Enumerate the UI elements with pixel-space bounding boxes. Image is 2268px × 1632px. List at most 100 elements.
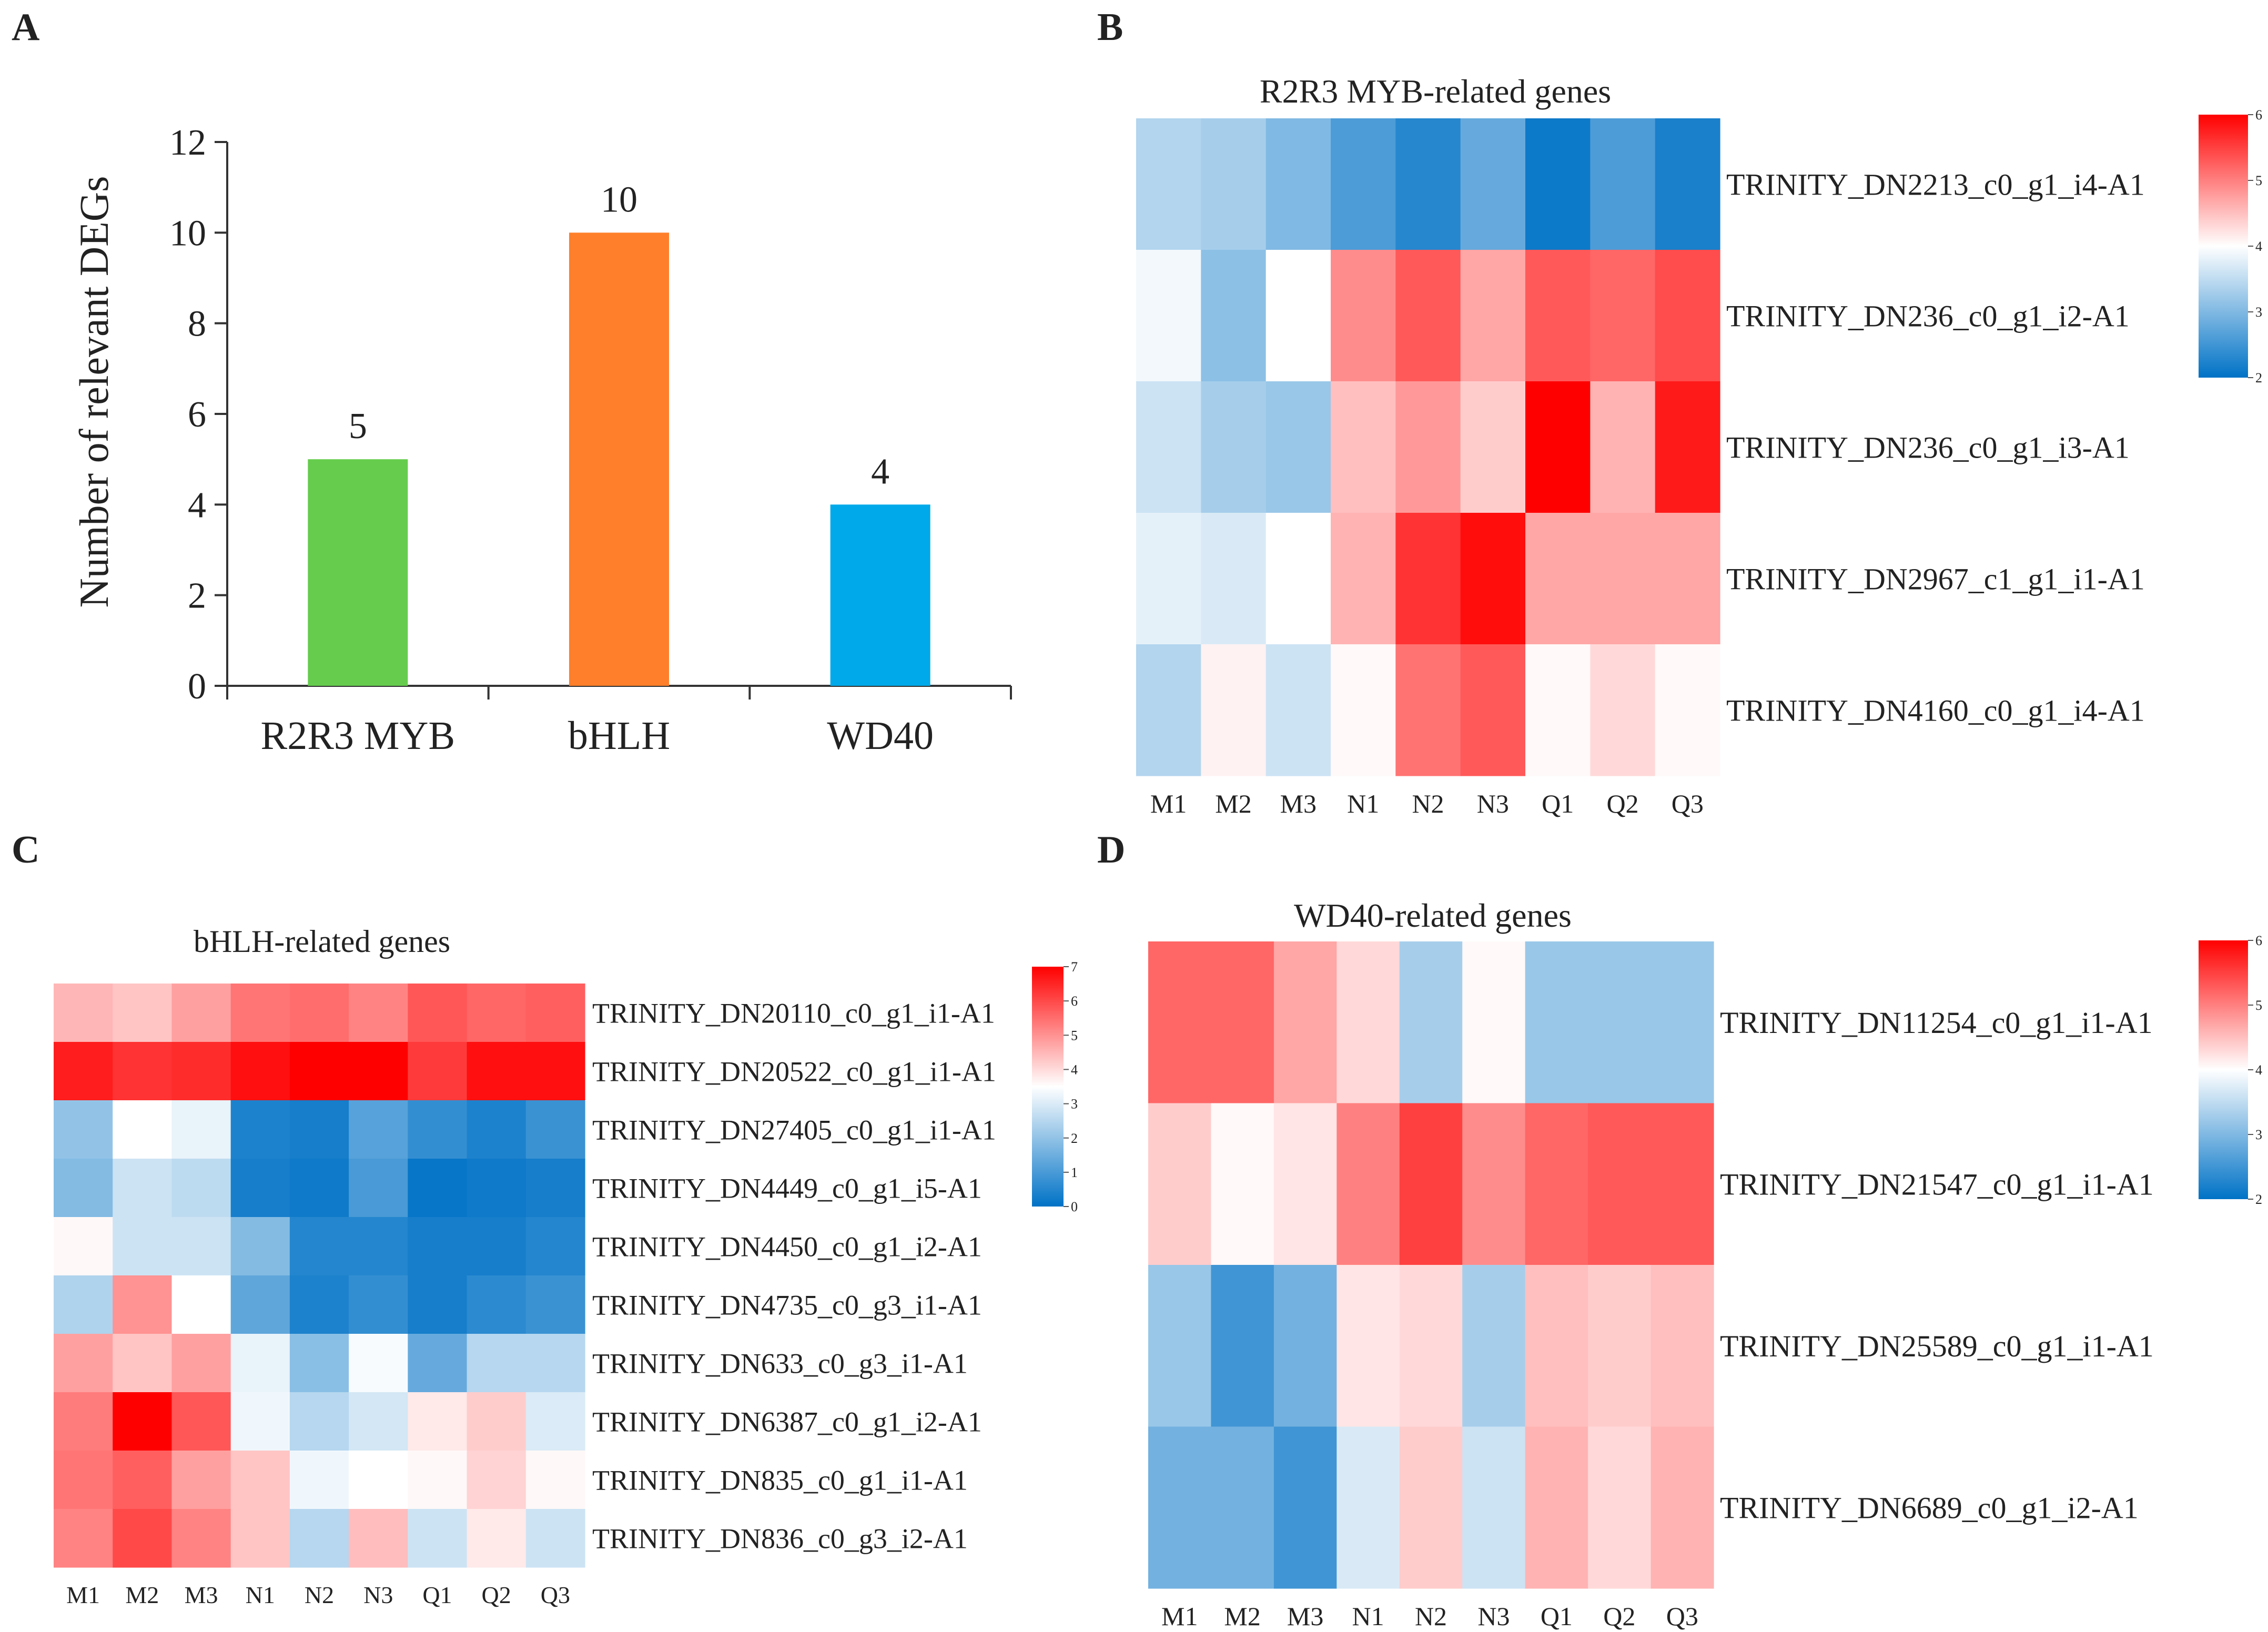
heatmap-cell xyxy=(1211,1265,1274,1427)
heatmap-cell xyxy=(1525,1103,1588,1265)
heatmap-cell xyxy=(230,984,290,1042)
row-label: TRINITY_DN236_c0_g1_i2-A1 xyxy=(1726,299,2130,333)
heatmap-cell xyxy=(1201,250,1267,382)
heatmap-cell xyxy=(1651,1426,1714,1589)
heatmap-cell xyxy=(171,1451,231,1509)
heatmap-cell xyxy=(467,1217,526,1276)
heatmap-cell xyxy=(1136,250,1201,382)
heatmap-cell xyxy=(1590,118,1656,250)
heatmap-cell xyxy=(349,1392,408,1451)
heatmap-cell xyxy=(289,1042,349,1101)
heatmap-cell xyxy=(1399,1426,1463,1589)
column-label: M3 xyxy=(1280,789,1317,818)
heatmap-cell xyxy=(54,984,113,1042)
heatmap-cell xyxy=(171,1100,231,1159)
heatmap-cell xyxy=(1525,644,1591,776)
heatmap-cells xyxy=(1136,118,1720,776)
heatmap-cell xyxy=(1590,513,1656,645)
heatmap-cell xyxy=(171,1334,231,1393)
heatmap-cell xyxy=(349,1100,408,1159)
row-labels: TRINITY_DN20110_c0_g1_i1-A1 TRINITY_DN205… xyxy=(592,997,996,1554)
heatmap-cell xyxy=(289,1275,349,1334)
heatmap-cell xyxy=(1336,1265,1400,1427)
heatmap-cell xyxy=(408,1392,468,1451)
heatmap-cell xyxy=(230,1100,290,1159)
heatmap-cell xyxy=(1148,941,1212,1104)
bar-value-label: 5 xyxy=(349,406,367,447)
heatmap-cell xyxy=(349,1509,408,1568)
column-label: Q2 xyxy=(1606,789,1638,818)
heatmap-cell xyxy=(1331,118,1396,250)
heatmap-cell xyxy=(1148,1426,1212,1589)
heatmap-cell xyxy=(1331,381,1396,513)
heatmap-cell xyxy=(230,1042,290,1101)
heatmap-cell xyxy=(467,984,526,1042)
y-tick-label: 10 xyxy=(169,213,206,254)
row-labels: TRINITY_DN2213_c0_g1_i4-A1 TRINITY_DN236_… xyxy=(1726,167,2145,727)
heatmap-cell xyxy=(1525,118,1591,250)
heatmap-cell xyxy=(408,1042,468,1101)
row-label: TRINITY_DN836_c0_g3_i2-A1 xyxy=(592,1523,968,1554)
heatmap-cell xyxy=(349,1042,408,1101)
heatmap-cell xyxy=(525,1042,585,1101)
panel-letter-d: D xyxy=(1097,828,1125,871)
scale-tick-label: 4 xyxy=(2255,1062,2262,1078)
heatmap-cell xyxy=(1211,1426,1274,1589)
row-label: TRINITY_DN20522_c0_g1_i1-A1 xyxy=(592,1056,996,1087)
panel-letter-b: B xyxy=(1097,6,1123,49)
heatmap-cell xyxy=(1395,381,1461,513)
heatmap-cell xyxy=(1460,644,1526,776)
bar xyxy=(830,504,930,686)
scale-tick-label: 4 xyxy=(1071,1062,1078,1078)
heatmap-cell xyxy=(1399,1265,1463,1427)
heatmap-cell xyxy=(467,1509,526,1568)
heatmap-cell xyxy=(1525,513,1591,645)
scale-tick-label: 2 xyxy=(1071,1131,1078,1146)
heatmap-cell xyxy=(525,984,585,1042)
heatmap-cell xyxy=(467,1334,526,1393)
column-label: N3 xyxy=(1477,1601,1510,1631)
heatmap-cell xyxy=(113,1217,173,1276)
heatmap-cell xyxy=(408,984,468,1042)
scale-tick-label: 3 xyxy=(2255,1127,2262,1142)
heatmap-cell xyxy=(1525,250,1591,382)
heatmap-cell xyxy=(467,1392,526,1451)
heatmap-cell xyxy=(113,1451,173,1509)
heatmap-cell xyxy=(230,1509,290,1568)
heatmap-cell xyxy=(1273,941,1337,1104)
column-label: Q3 xyxy=(1672,789,1704,818)
scale-tick-label: 2 xyxy=(2255,370,2262,386)
heatmap-cell xyxy=(525,1392,585,1451)
heatmap-cell xyxy=(408,1100,468,1159)
heatmap-cell xyxy=(1588,1265,1652,1427)
heatmap-cell xyxy=(289,1217,349,1276)
heatmap-cell xyxy=(349,984,408,1042)
heatmap-cell xyxy=(289,1159,349,1218)
panel-b-heatmap: R2R3 MYB-related genes TRINITY_DN2213_c0… xyxy=(1136,73,2262,818)
column-label: Q3 xyxy=(1666,1601,1698,1631)
panel-letter-c: C xyxy=(12,828,39,871)
heatmap-cell xyxy=(525,1451,585,1509)
heatmap-cell xyxy=(408,1451,468,1509)
heatmap-cell xyxy=(1590,644,1656,776)
heatmap-cell xyxy=(408,1217,468,1276)
y-tick-label: 2 xyxy=(188,576,206,616)
heatmap-cell xyxy=(171,1217,231,1276)
color-scale-bar xyxy=(2199,940,2248,1199)
heatmap-cell xyxy=(349,1451,408,1509)
column-label: Q1 xyxy=(1542,789,1574,818)
y-tick-label: 6 xyxy=(188,394,206,435)
row-label: TRINITY_DN20110_c0_g1_i1-A1 xyxy=(592,997,995,1029)
column-label: N3 xyxy=(1477,789,1509,818)
row-labels: TRINITY_DN11254_c0_g1_i1-A1 TRINITY_DN215… xyxy=(1720,1006,2154,1525)
heatmap-cell xyxy=(525,1217,585,1276)
color-scale: 2 3 4 5 6 xyxy=(2199,933,2262,1207)
heatmap-cell xyxy=(1136,513,1201,645)
heatmap-cell xyxy=(230,1451,290,1509)
heatmap-cell xyxy=(1462,1103,1526,1265)
panel-letter-a: A xyxy=(12,6,39,49)
heatmap-cell xyxy=(1265,644,1331,776)
heatmap-cell xyxy=(113,1159,173,1218)
heatmap-cell xyxy=(1460,250,1526,382)
